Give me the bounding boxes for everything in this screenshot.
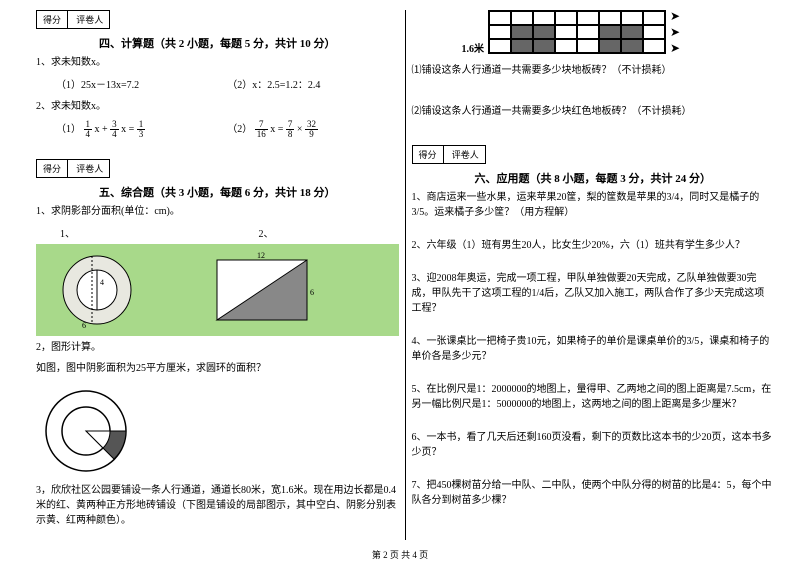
s6-q1: 1、商店运来一些水果，运来苹果20筐，梨的筐数是苹果的3/4，同时又是橘子的3/…	[412, 190, 775, 220]
s6-q4: 4、一张课桌比一把椅子贵10元，如果椅子的单价是课桌单价的3/5，课桌和椅子的单…	[412, 334, 775, 364]
grader-label: 评卷人	[70, 160, 109, 177]
math-text: x +	[95, 124, 111, 135]
section-4-title: 四、计算题（共 2 小题，每题 5 分，共计 10 分）	[36, 35, 399, 51]
s5-q1: 1、求阴影部分面积(单位：cm)。	[36, 204, 399, 219]
frac-1-3: 13	[137, 120, 146, 139]
grade-box-2: 得分 评卷人	[36, 159, 110, 178]
right-column: 1.6米 ➤ ➤ ➤ ⑴铺设这条人行通道一共需要多少块地板砖？（不计损耗） ⑵铺…	[406, 10, 781, 540]
math-text: ×	[297, 124, 305, 135]
frac-1-4: 14	[84, 120, 93, 139]
s6-q7: 7、把450棵树苗分给一中队、二中队，使两个中队分得的树苗的比是4：5，每个中队…	[412, 478, 775, 508]
frac-7-16: 716	[255, 120, 268, 139]
ring-figure	[36, 386, 136, 476]
s4-q1b: （2）x：2.5=1.2：2.4	[227, 76, 398, 91]
s5-q1-labels: 1、 2、	[36, 225, 399, 240]
s4-q1: 1、求未知数x。	[36, 55, 399, 70]
grade-box: 得分 评卷人	[36, 10, 110, 29]
arrow-icon: ➤	[670, 26, 680, 38]
page-footer: 第 2 页 共 4 页	[0, 548, 800, 561]
s5-q2: 2，图形计算。	[36, 340, 399, 355]
pavement-figure: 1.6米 ➤ ➤ ➤	[412, 10, 775, 55]
frac-3-4: 34	[110, 120, 119, 139]
frac-32-9: 329	[305, 120, 318, 139]
rect-w-label: 12	[257, 251, 265, 260]
s4-q2-subs: （1） 14 x + 34 x = 13 （2） 716 x = 78 × 32…	[36, 120, 399, 139]
grade-box-3: 得分 评卷人	[412, 145, 486, 164]
score-label: 得分	[37, 11, 68, 28]
score-label: 得分	[37, 160, 68, 177]
arrow-icon: ➤	[670, 10, 680, 22]
inner-label: 4	[100, 278, 104, 287]
pavement-height-label: 1.6米	[462, 10, 485, 55]
rect-h-label: 6	[310, 288, 314, 297]
s6-q2: 2、六年级（1）班有男生20人，比女生少20%，六（1）班共有学生多少人？	[412, 238, 775, 253]
s4-q2a: （1） 14 x + 34 x = 13	[56, 120, 227, 139]
frac-7-8: 78	[286, 120, 295, 139]
section-5-title: 五、综合题（共 3 小题，每题 6 分，共计 18 分）	[36, 184, 399, 200]
s4-q1-subs: （1）25x－13x=7.2 （2）x：2.5=1.2：2.4	[36, 76, 399, 91]
figure-area-1: 4 6 12 6	[36, 244, 399, 336]
right-p2: ⑵铺设这条人行通道一共需要多少块红色地板砖？（不计损耗）	[412, 104, 775, 119]
s4-q2b: （2） 716 x = 78 × 329	[227, 120, 398, 139]
s6-q6: 6、一本书，看了几天后还剩160页没看，剩下的页数比这本书的少20页，这本书多少…	[412, 430, 775, 460]
grader-label: 评卷人	[446, 146, 485, 163]
s4-q1a: （1）25x－13x=7.2	[56, 76, 227, 91]
score-label: 得分	[413, 146, 444, 163]
s6-q5: 5、在比例尺是1：2000000的地图上，量得甲、乙两地之间的图上距离是7.5c…	[412, 382, 775, 412]
pavement-col	[488, 10, 666, 54]
right-p1: ⑴铺设这条人行通道一共需要多少块地板砖？（不计损耗）	[412, 63, 775, 78]
s5-q3: 3，欣欣社区公园要铺设一条人行通道，通道长80米，宽1.6米。现在用边长都是0.…	[36, 483, 399, 528]
outer-label: 6	[82, 321, 86, 330]
pavement-grid	[488, 10, 666, 54]
s4-q2: 2、求未知数x。	[36, 99, 399, 114]
page-container: 得分 评卷人 四、计算题（共 2 小题，每题 5 分，共计 10 分） 1、求未…	[0, 0, 800, 540]
s6-q3: 3、迎2008年奥运，完成一项工程，甲队单独做要20天完成，乙队单独做要30完成…	[412, 271, 775, 316]
s5-q1-l1: 1、	[36, 225, 96, 240]
s5-q1-l2: 2、	[259, 225, 399, 240]
arrow-icon: ➤	[670, 42, 680, 54]
triangle-figure: 12 6	[212, 250, 322, 330]
s4-q2a-pre: （1）	[56, 124, 81, 135]
arrows: ➤ ➤ ➤	[666, 10, 680, 54]
grader-label: 评卷人	[70, 11, 109, 28]
section-6-title: 六、应用题（共 8 小题，每题 3 分，共计 24 分）	[412, 170, 775, 186]
circle-figure: 4 6	[42, 250, 152, 330]
left-column: 得分 评卷人 四、计算题（共 2 小题，每题 5 分，共计 10 分） 1、求未…	[30, 10, 405, 540]
s5-q2b: 如图，图中阴影面积为25平方厘米，求圆环的面积？	[36, 361, 399, 376]
math-text: x =	[270, 124, 286, 135]
s4-q2b-pre: （2）	[227, 124, 252, 135]
math-text: x =	[121, 124, 137, 135]
